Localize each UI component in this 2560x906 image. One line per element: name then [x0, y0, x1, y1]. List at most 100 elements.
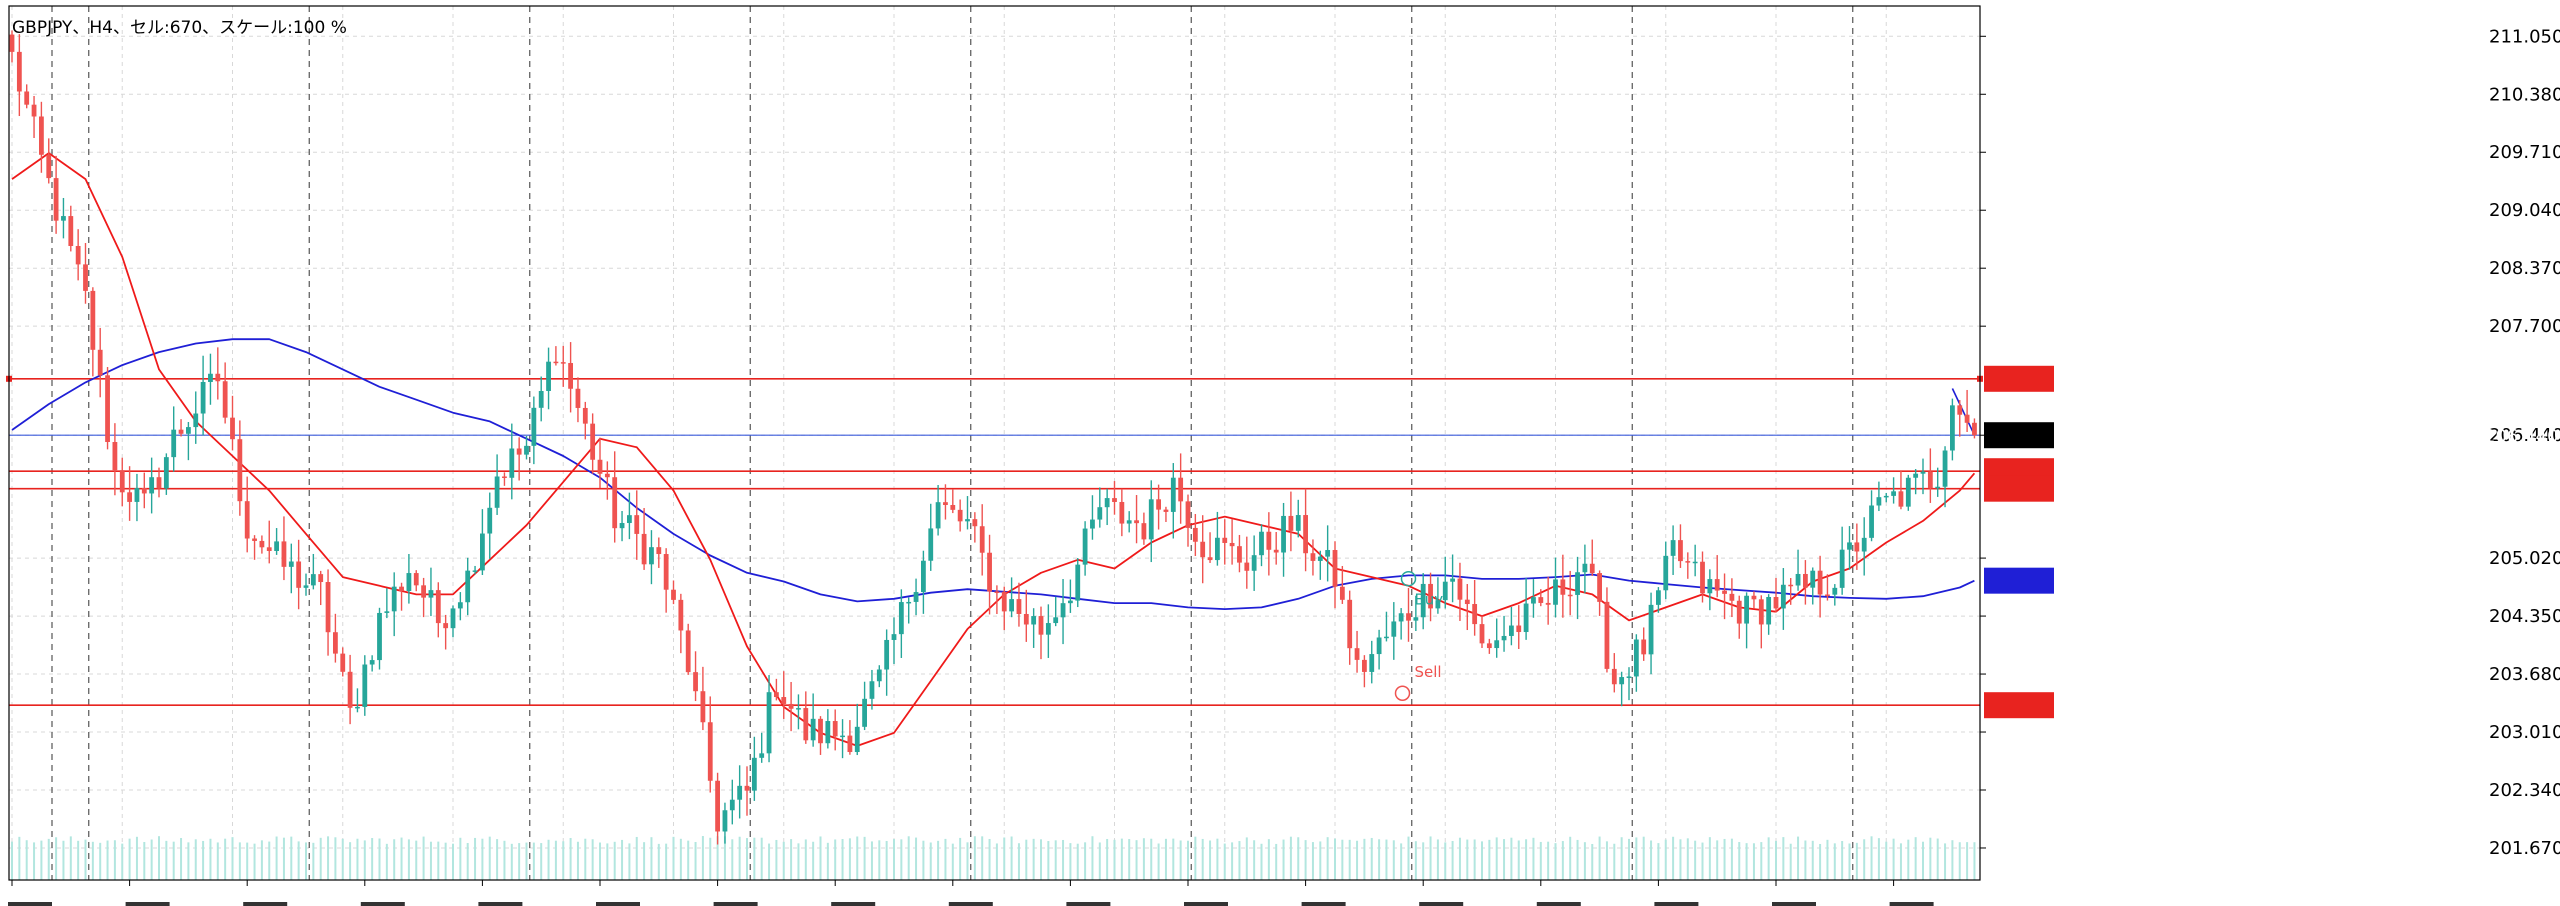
volume-bar: [1591, 843, 1594, 880]
volume-bar: [496, 839, 499, 880]
candle-body: [1134, 520, 1139, 524]
volume-bar: [650, 837, 653, 880]
candle-body: [281, 541, 287, 567]
volume-bar: [951, 843, 954, 880]
candle-body: [333, 632, 338, 654]
volume-bar: [966, 842, 969, 880]
volume-bar: [731, 839, 734, 880]
candle-body: [457, 602, 463, 609]
volume-bar: [929, 842, 932, 880]
volume-bar: [444, 842, 447, 880]
volume-bar: [1613, 843, 1616, 880]
volume-bar: [554, 840, 557, 880]
volume-bar: [643, 842, 646, 880]
candle-body: [1891, 491, 1896, 496]
volume-bar: [1414, 841, 1417, 880]
volume-bar: [290, 836, 293, 880]
volume-bar: [180, 838, 183, 880]
volume-bar: [1260, 843, 1263, 880]
volume-bar: [1297, 837, 1300, 880]
candle-body: [1648, 604, 1654, 655]
candle-body: [884, 639, 890, 670]
candle-body: [134, 488, 140, 502]
volume-bar: [202, 840, 205, 880]
trade-markers[interactable]: Buy Sell: [1394, 570, 1444, 701]
candle-body: [1656, 590, 1661, 605]
volume-bar: [106, 840, 109, 880]
volume-bar: [150, 839, 153, 880]
candle-body: [1700, 561, 1705, 594]
candle-body: [1883, 495, 1889, 498]
candle-body: [472, 570, 478, 572]
price-tick-label: 209.710: [2489, 142, 2560, 163]
volume-bar: [1451, 841, 1454, 880]
candle-body: [1141, 523, 1147, 540]
volume-bar: [694, 841, 697, 880]
candle-body: [935, 502, 941, 529]
volume-bar: [121, 843, 124, 880]
volume-bar: [547, 839, 550, 880]
volume-bar: [165, 840, 168, 880]
candle-body: [641, 533, 647, 565]
volume-bar: [599, 842, 601, 880]
candle-body: [288, 561, 294, 567]
price-tick-label: 208.370: [2489, 258, 2560, 279]
volume-bar: [1282, 839, 1285, 880]
candle-body: [303, 585, 309, 588]
volume-bar: [47, 838, 50, 880]
candle-body: [891, 634, 897, 640]
volume-bar: [1819, 843, 1822, 880]
volume-bar: [1069, 843, 1072, 880]
candle-body: [840, 735, 845, 738]
candle-body: [1464, 599, 1470, 605]
volume-bar: [1363, 838, 1366, 880]
price-axis[interactable]: 211.050 210.380 209.710 209.040 208.370 207.7…: [1980, 26, 2560, 859]
volume-bar: [995, 843, 998, 880]
candle-body: [1303, 515, 1308, 554]
candle-body: [612, 477, 618, 529]
candle-body: [1678, 540, 1683, 562]
candle-body: [921, 560, 926, 593]
candle-body: [1126, 520, 1132, 524]
candle-body: [68, 216, 74, 246]
candle-body: [847, 735, 853, 753]
bid-price-badge-bg: [1984, 422, 2054, 449]
candle-body: [1273, 549, 1279, 553]
time-label-clipped: [596, 902, 640, 906]
volume-bar: [429, 841, 432, 880]
volume-bar: [1407, 836, 1410, 880]
volume-bar: [1605, 841, 1608, 880]
volume-bar: [1929, 837, 1932, 880]
volume-bar: [1730, 838, 1733, 880]
candle-body: [1023, 613, 1029, 625]
candle-body: [1339, 586, 1345, 600]
volume-bar: [1473, 839, 1476, 880]
volume-bar: [1201, 838, 1204, 880]
candle-body: [141, 488, 147, 494]
volume-bar: [900, 839, 903, 880]
candle-body: [1068, 600, 1073, 604]
volume-bar: [672, 836, 675, 880]
volume-bar: [1003, 837, 1006, 880]
volume-bar: [1848, 843, 1851, 880]
volume-bar: [1870, 836, 1873, 880]
volume-bar: [1723, 838, 1726, 880]
buy-label: Buy: [1415, 591, 1444, 609]
candle-body: [553, 361, 559, 364]
candle-body: [1788, 584, 1794, 587]
candle-body: [766, 692, 772, 754]
horizontal-levels[interactable]: [6, 375, 1983, 707]
volume-bar: [1503, 839, 1506, 880]
volume-bar: [1833, 843, 1836, 880]
volume-bar: [1047, 841, 1050, 880]
volume-bar: [628, 843, 631, 880]
candle-body: [1611, 668, 1617, 685]
candle-body: [678, 599, 684, 631]
candle-body: [1692, 561, 1698, 564]
candle-body: [1450, 578, 1455, 582]
volume-bar: [1620, 837, 1623, 880]
price-tick-label: 206.440: [2489, 425, 2560, 446]
sell-label: Sell: [1415, 663, 1442, 681]
